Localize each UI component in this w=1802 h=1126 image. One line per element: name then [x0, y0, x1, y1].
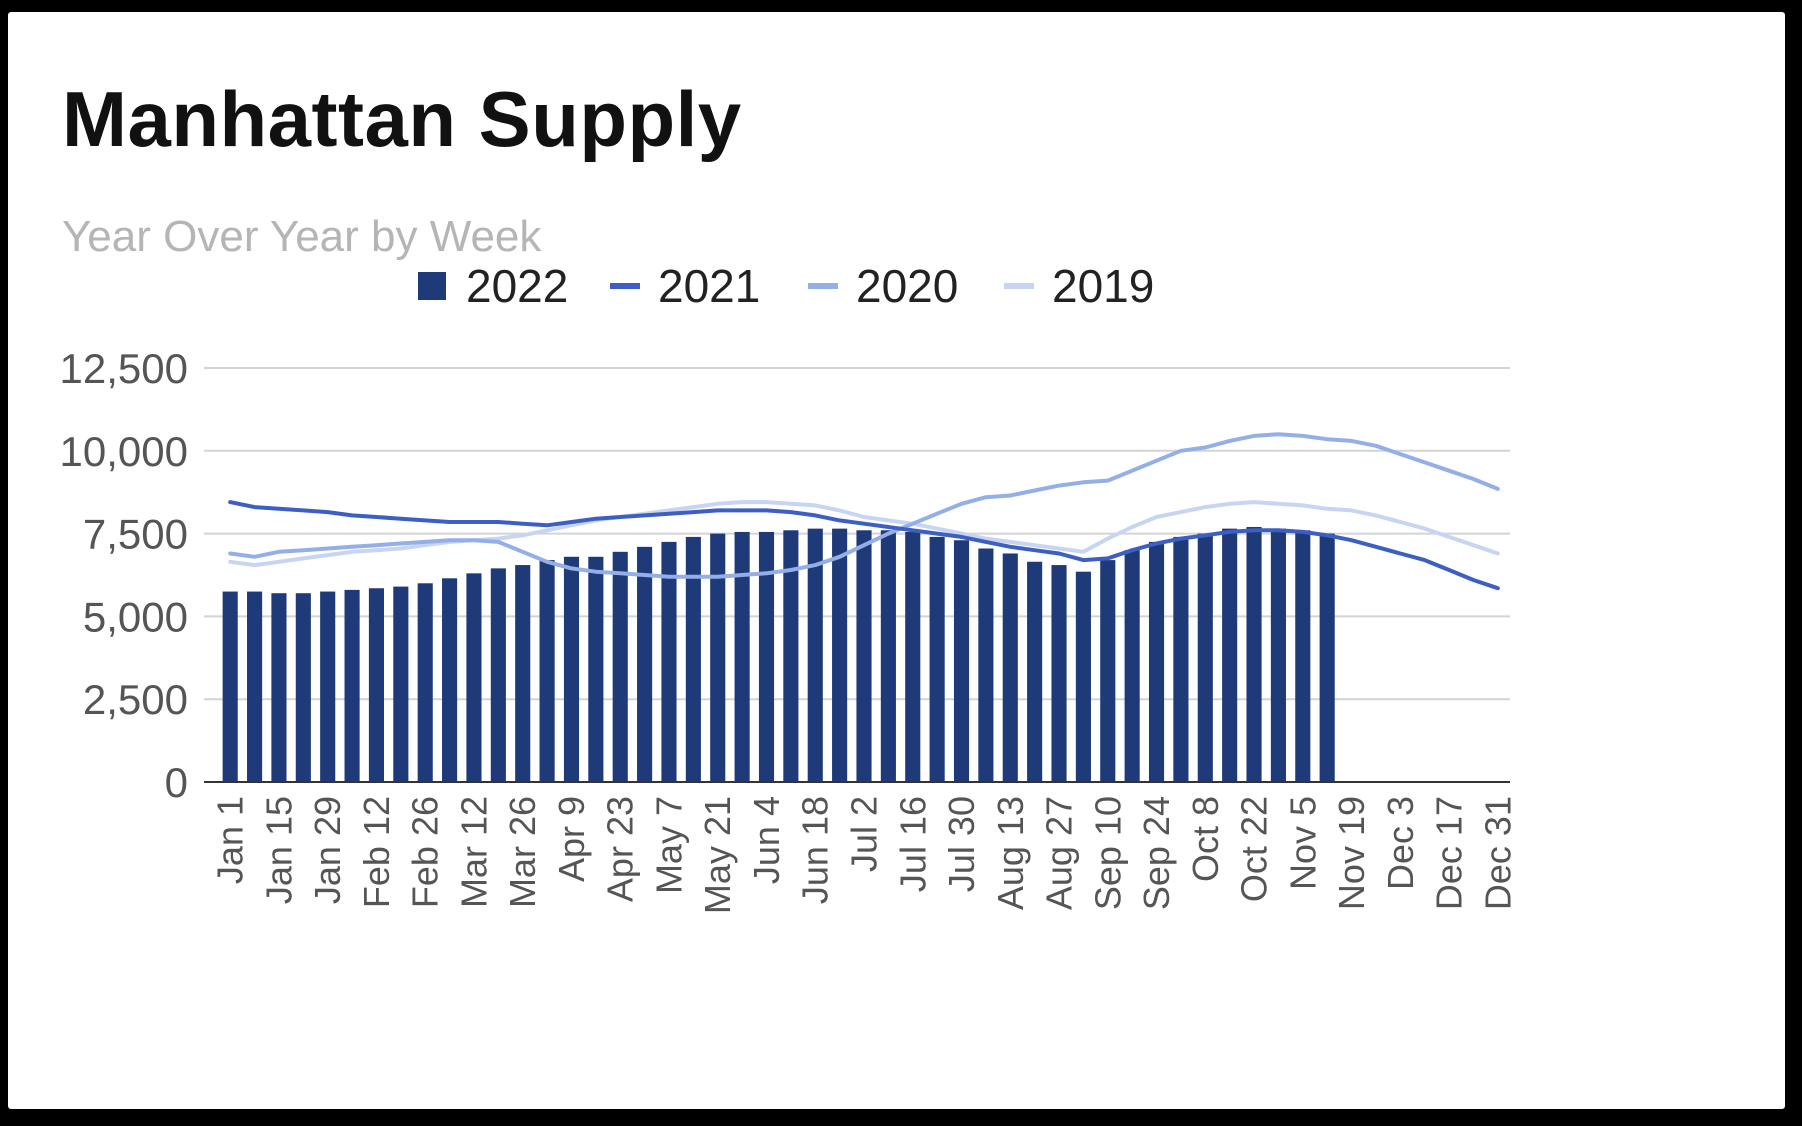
legend-label-2021: 2021	[658, 260, 760, 312]
x-tick-label: May 21	[697, 796, 738, 914]
bar-2022-week-37	[1100, 560, 1116, 782]
x-tick-label: Sep 24	[1136, 796, 1177, 910]
bar-2022-week-22	[734, 531, 750, 782]
x-tick-label: Jul 16	[892, 796, 933, 892]
bar-2022-week-35	[1051, 565, 1067, 782]
bar-2022-week-39	[1148, 541, 1165, 782]
bar-2022-week-12	[490, 568, 506, 782]
x-tick-label: Jul 2	[844, 796, 885, 872]
x-tick-label: Nov 5	[1282, 796, 1323, 890]
bar-2022-week-28	[880, 530, 896, 782]
y-tick-label: 10,000	[60, 428, 188, 475]
line-2020	[228, 432, 1500, 579]
bar-2022-week-25	[807, 528, 823, 782]
y-tick-label: 2,500	[83, 676, 188, 723]
x-tick-label: Nov 19	[1331, 796, 1372, 910]
y-axis: 0 2,500 5,000 7,500 10,000 12,500	[60, 345, 188, 806]
bar-2022-week-24	[783, 530, 799, 782]
x-tick-label: Feb 12	[356, 796, 397, 908]
bar-2022-week-32	[978, 548, 994, 782]
bar-2022-week-30	[929, 536, 945, 782]
bar-2022-week-17	[612, 551, 628, 782]
chart-subtitle: Year Over Year by Week	[62, 212, 542, 261]
x-tick-label: Dec 31	[1477, 796, 1518, 910]
chart-title: Manhattan Supply	[62, 75, 742, 163]
bar-2022-week-8	[393, 586, 409, 782]
chart-card: Manhattan Supply Year Over Year by Week …	[8, 12, 1785, 1109]
bar-2022-week-33	[1002, 553, 1018, 782]
bar-2022-week-6	[344, 589, 360, 782]
x-tick-label: Oct 8	[1185, 796, 1226, 882]
bar-2022-week-20	[685, 536, 701, 782]
x-tick-label: Dec 3	[1380, 796, 1421, 890]
x-tick-label: Dec 17	[1429, 796, 1470, 910]
bar-2022-week-27	[856, 530, 872, 782]
bar-2022-week-40	[1173, 536, 1189, 782]
legend-label-2022: 2022	[466, 260, 568, 312]
x-tick-label: Oct 22	[1234, 796, 1275, 902]
bar-2022-week-9	[417, 583, 433, 782]
legend-label-2020: 2020	[856, 260, 958, 312]
x-tick-label: Jul 30	[941, 796, 982, 892]
bar-2022-week-4	[295, 593, 311, 782]
bar-2022-week-21	[710, 533, 726, 782]
bar-2022-week-1	[222, 591, 238, 782]
bar-2022-week-18	[637, 546, 653, 782]
bar-2022-week-10	[442, 578, 458, 782]
line-series	[228, 432, 1500, 591]
y-tick-label: 12,500	[60, 345, 188, 392]
y-tick-label: 5,000	[83, 593, 188, 640]
x-axis: Jan 1 Jan 15 Jan 29 Feb 12 Feb 26 Mar 12 Mar 2…	[204, 781, 1518, 914]
x-tick-label: Apr 23	[600, 796, 641, 902]
bar-2022-week-31	[953, 540, 970, 782]
x-tick-label: Mar 26	[502, 796, 543, 908]
bar-2022-week-44	[1270, 528, 1286, 782]
bar-2022-week-19	[661, 541, 677, 782]
y-tick-label: 7,500	[83, 511, 188, 558]
x-tick-label: Jan 15	[258, 796, 299, 904]
bar-2022-week-23	[758, 531, 775, 782]
legend-label-2019: 2019	[1052, 260, 1154, 312]
x-tick-label: Sep 10	[1087, 796, 1128, 910]
bar-2022-week-5	[320, 591, 336, 782]
x-tick-label: Apr 9	[551, 796, 592, 882]
line-2019	[228, 500, 1500, 568]
y-tick-label: 0	[165, 759, 188, 806]
chart-plot: 2022 2021 2020 2019 0 2,500 5,000 7,500 10,000 1…	[60, 260, 1519, 914]
bar-2022-week-11	[466, 573, 482, 782]
bar-2022-week-7	[368, 588, 385, 782]
x-tick-label: Mar 12	[453, 796, 494, 908]
x-tick-label: Jan 1	[210, 796, 251, 884]
bar-2022-week-14	[539, 560, 555, 782]
x-tick-label: Jan 29	[307, 796, 348, 904]
bar-2022-week-3	[271, 593, 287, 782]
bar-2022-week-43	[1246, 526, 1262, 782]
x-tick-label: Aug 27	[1039, 796, 1080, 910]
bar-series	[222, 526, 1335, 782]
bar-2022-week-38	[1124, 550, 1140, 782]
x-tick-label: Feb 26	[405, 796, 446, 908]
bar-2022-week-36	[1075, 571, 1091, 782]
bar-2022-week-16	[588, 556, 604, 782]
x-tick-label: Jun 18	[795, 796, 836, 904]
x-tick-label: Jun 4	[746, 796, 787, 884]
bar-2022-week-13	[515, 565, 531, 782]
bar-2022-week-46	[1319, 533, 1335, 782]
x-tick-label: May 7	[648, 796, 689, 894]
bar-2022-week-34	[1027, 561, 1043, 782]
bar-2022-week-42	[1222, 528, 1238, 782]
bar-2022-week-29	[905, 531, 921, 782]
legend-swatch-2022	[418, 272, 446, 300]
x-tick-label: Aug 13	[990, 796, 1031, 910]
bar-2022-week-15	[563, 556, 580, 782]
bar-2022-week-45	[1295, 530, 1311, 782]
bar-2022-week-26	[832, 528, 848, 782]
bar-2022-week-41	[1197, 533, 1213, 782]
line-2021	[228, 500, 1500, 591]
bar-2022-week-2	[247, 591, 263, 782]
chart-legend: 2022 2021 2020 2019	[418, 260, 1154, 312]
